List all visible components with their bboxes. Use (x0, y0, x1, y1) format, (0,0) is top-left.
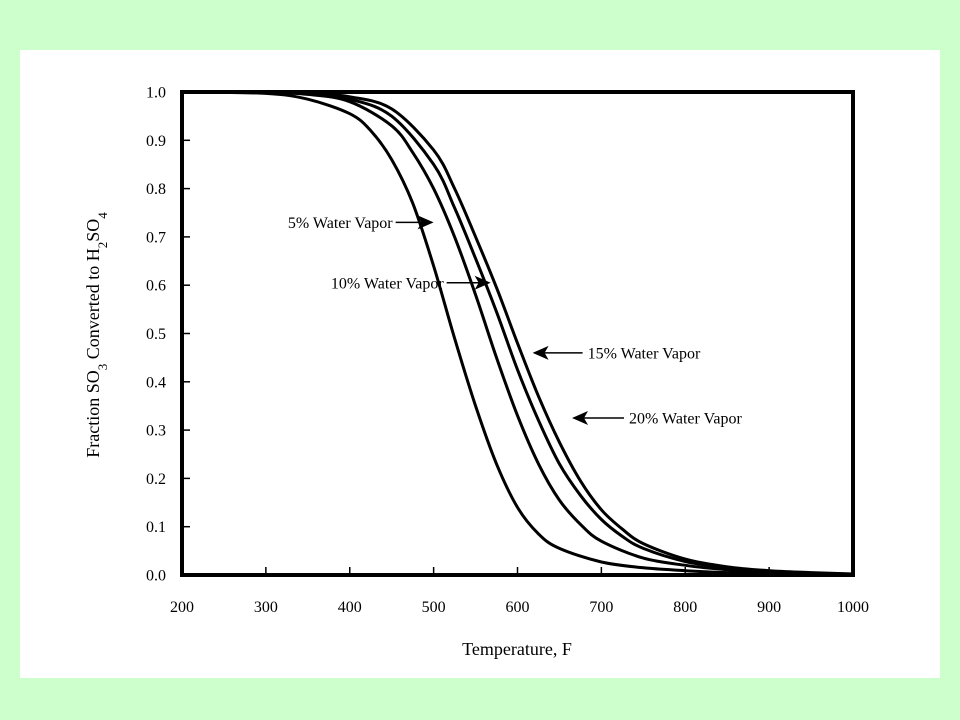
x-tick-label: 300 (254, 599, 278, 616)
y-axis: 0.0 0.1 0.2 0.3 0.4 0.5 0.6 0.7 0.8 0.9 1.0 (146, 85, 190, 585)
x-tick-label: 900 (757, 599, 781, 616)
series-line-5pct-water-vapor (181, 90, 854, 576)
x-tick-label: 400 (338, 599, 362, 616)
x-tick-label: 200 (170, 599, 194, 616)
annotation-arrowhead (474, 275, 491, 290)
y-tick-label: 0.3 (146, 423, 166, 440)
y-tick-label: 0.7 (146, 229, 166, 246)
y-axis-title-part: SO (83, 219, 103, 242)
x-tick-label: 700 (589, 599, 613, 616)
y-tick-label: 0.9 (146, 133, 166, 150)
x-tick-label: 600 (506, 599, 530, 616)
plot-frame (180, 90, 855, 577)
y-axis-title-subscript: 2 (95, 242, 110, 249)
y-axis-title-part: Converted to H (83, 248, 103, 363)
series-lines (181, 90, 854, 576)
x-tick-label: 800 (673, 599, 697, 616)
annotations: 5% Water Vapor 10% Water Vapor 15% Water V… (288, 215, 743, 428)
y-axis-title-part: Fraction SO (83, 370, 103, 458)
x-axis-title: Temperature, F (462, 639, 572, 659)
annotation-label: 5% Water Vapor (288, 215, 393, 232)
y-axis-title: Fraction SO3 Converted to H2SO4 (83, 212, 110, 458)
annotation-arrowhead (532, 345, 549, 360)
series-line-20pct-water-vapor (181, 90, 854, 576)
y-axis-title-subscript: 3 (95, 364, 110, 371)
x-tick-label: 1000 (837, 599, 869, 616)
annotation-arrowhead (417, 215, 434, 230)
series-line-10pct-water-vapor (181, 90, 854, 576)
y-tick-label: 0.5 (146, 326, 166, 343)
x-axis: 200 300 400 500 600 700 800 900 1000 (170, 567, 869, 616)
y-axis-title-subscript: 4 (95, 212, 110, 219)
series-line-15pct-water-vapor (181, 90, 854, 576)
annotation-label: 20% Water Vapor (629, 411, 742, 428)
annotation-arrowhead (572, 411, 589, 426)
y-tick-label: 0.4 (146, 374, 166, 391)
y-tick-label: 0.2 (146, 471, 166, 488)
y-tick-label: 0.1 (146, 519, 166, 536)
y-tick-label: 0.6 (146, 278, 166, 295)
y-tick-label: 1.0 (146, 85, 166, 102)
x-tick-label: 500 (422, 599, 446, 616)
y-tick-label: 0.0 (146, 568, 166, 585)
annotation-label: 15% Water Vapor (588, 345, 701, 362)
annotation-label: 10% Water Vapor (331, 275, 444, 292)
y-tick-label: 0.8 (146, 181, 166, 198)
